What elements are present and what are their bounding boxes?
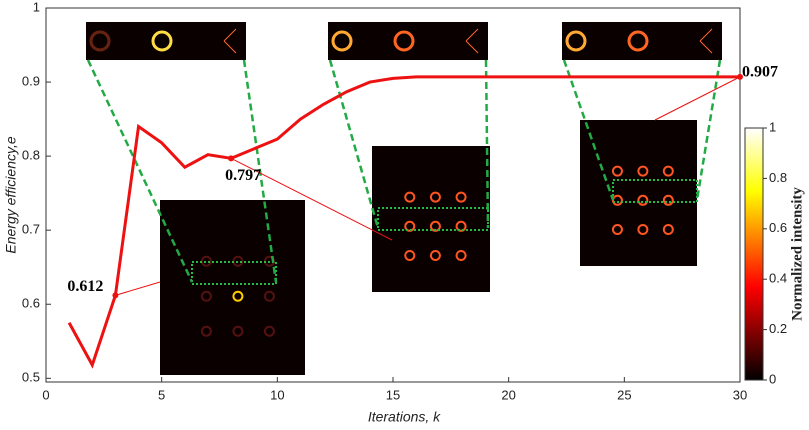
ring <box>223 28 237 54</box>
ring <box>455 191 467 203</box>
y-tick-label: 0.9 <box>22 73 40 88</box>
y-axis-label: Energy efficiency,e <box>3 136 19 253</box>
inset-image <box>86 22 246 60</box>
annotation: 0.797 <box>225 167 261 184</box>
ring <box>331 30 353 52</box>
marks: 0 5 10 15 20 25 300.50.60.70.80.910.6120.7970.… <box>22 0 778 402</box>
inset-image <box>580 120 697 266</box>
ring <box>404 250 416 261</box>
ring <box>200 290 212 302</box>
zoom-line <box>86 59 194 283</box>
ring <box>611 165 623 177</box>
ring <box>89 30 111 52</box>
zoom-line <box>562 59 615 201</box>
y-tick-label: 0.5 <box>22 370 40 385</box>
zoom-line <box>695 59 722 201</box>
inset-image <box>372 146 490 292</box>
ring <box>200 325 212 337</box>
ring <box>263 325 275 337</box>
x-tick-label: 25 <box>617 387 631 402</box>
data-point <box>737 73 743 80</box>
data-line <box>67 75 740 369</box>
leader-line <box>115 281 161 296</box>
ring <box>637 165 649 177</box>
inset-image <box>160 200 305 375</box>
ring <box>393 30 415 52</box>
ring <box>637 194 649 206</box>
x-tick-label: 30 <box>733 387 747 402</box>
x-tick-label: 5 <box>158 387 165 402</box>
colorbar-tick-label: 0.2 <box>769 321 787 336</box>
colorbar-tick-label: 0.4 <box>769 271 787 286</box>
annotation: 0.907 <box>742 64 778 81</box>
inset-image <box>328 22 488 60</box>
colorbar-tick-label: 0.6 <box>769 220 787 235</box>
ring <box>455 250 467 261</box>
insets <box>86 22 722 375</box>
ring <box>465 28 479 54</box>
ring <box>662 165 674 177</box>
ring <box>637 224 649 235</box>
colorbar-label: Normalized intensity <box>789 187 805 321</box>
ring <box>263 290 275 302</box>
leader-line <box>230 157 393 241</box>
zoom-line <box>242 59 278 283</box>
colorbar-tick-label: 0.8 <box>769 170 787 185</box>
colorbar-tick-label: 1 <box>769 119 776 134</box>
annotation: 0.612 <box>67 278 103 295</box>
data-point <box>112 292 119 299</box>
ring <box>429 191 441 203</box>
zoom-line <box>484 59 490 229</box>
ring <box>404 220 416 232</box>
ring <box>151 30 173 52</box>
y-tick-label: 0.7 <box>22 222 40 237</box>
y-tick-label: 0.8 <box>22 148 40 163</box>
ring <box>611 224 623 235</box>
x-tick-label: 0 <box>42 387 49 402</box>
x-tick-label: 15 <box>386 387 400 402</box>
data-point <box>228 155 235 162</box>
ring <box>699 28 713 54</box>
ring <box>232 325 244 337</box>
leader-line <box>654 76 741 121</box>
ring <box>455 220 467 232</box>
ring <box>404 191 416 203</box>
x-tick-label: 10 <box>270 387 284 402</box>
y-tick-label: 0.6 <box>22 296 40 311</box>
ring <box>565 30 587 52</box>
x-axis-label: Iterations, k <box>368 409 441 425</box>
ring <box>611 194 623 206</box>
y-tick-label: 1 <box>33 0 40 14</box>
highlight-box <box>191 261 277 285</box>
highlight-box <box>612 179 698 203</box>
ring <box>232 290 244 302</box>
x-tick-label: 20 <box>501 387 515 402</box>
ring <box>662 194 674 206</box>
ring <box>662 224 674 235</box>
ring <box>429 250 441 261</box>
ring <box>627 30 649 52</box>
inset-image <box>562 22 722 60</box>
zoom-line <box>328 59 380 229</box>
colorbar-tick-label: 0 <box>769 371 776 386</box>
colorbar <box>744 127 764 381</box>
